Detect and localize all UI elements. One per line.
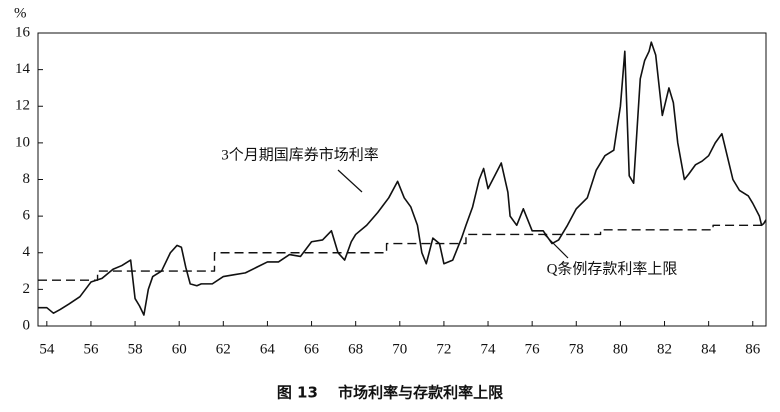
x-tick-label: 84: [701, 341, 717, 357]
x-tick-label: 76: [525, 341, 541, 357]
annotation: Q条例存款利率上限: [547, 260, 678, 277]
x-tick-label: 64: [260, 341, 276, 357]
y-tick-label: 4: [23, 244, 31, 260]
x-tick-label: 68: [348, 341, 363, 357]
caption: 图 13 市场利率与存款利率上限: [277, 384, 503, 402]
y-tick-label: 8: [23, 171, 31, 187]
x-tick-label: 56: [83, 341, 99, 357]
series-line: [38, 41, 767, 316]
x-tick-label: 58: [128, 341, 143, 357]
y-tick-label: 0: [23, 317, 31, 333]
series-line: [38, 224, 766, 281]
x-tick-label: 72: [436, 341, 451, 357]
x-tick-label: 74: [481, 341, 497, 357]
annotation-arrow: [337, 169, 363, 193]
x-tick-label: 54: [39, 341, 55, 357]
y-tick-label: 10: [15, 134, 30, 150]
annotation: 3个月期国库券市场利率: [221, 146, 379, 163]
x-tick-label: 82: [657, 341, 672, 357]
y-tick-label: 2: [23, 281, 31, 297]
x-tick-label: 60: [172, 341, 187, 357]
x-tick-label: 80: [613, 341, 628, 357]
x-tick-label: 66: [304, 341, 320, 357]
x-tick-label: 78: [569, 341, 584, 357]
x-tick-label: 86: [745, 341, 761, 357]
x-tick-label: 70: [392, 341, 407, 357]
y-tick-label: 14: [15, 61, 31, 77]
y-unit: %: [14, 5, 27, 21]
y-tick-label: 16: [15, 24, 31, 40]
y-tick-label: 12: [15, 98, 30, 114]
x-tick-label: 62: [216, 341, 231, 357]
plot-frame: [37, 32, 767, 327]
y-tick-label: 6: [23, 208, 31, 224]
